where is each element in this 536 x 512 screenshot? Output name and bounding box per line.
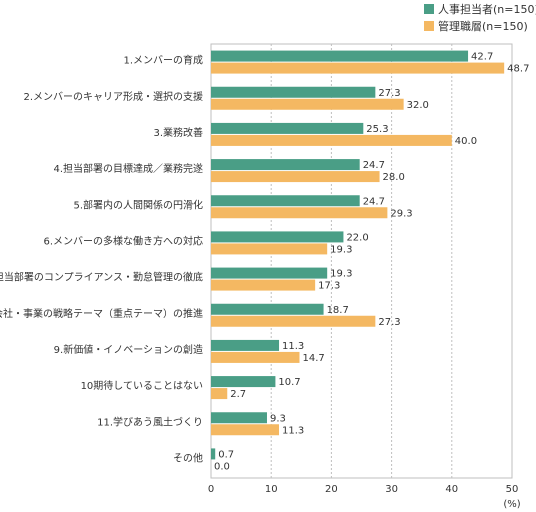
data-label: 11.3 — [282, 425, 304, 436]
bar-hr — [211, 412, 267, 424]
bar-manager — [211, 207, 388, 219]
bar-manager — [211, 351, 300, 363]
x-tick-label: 20 — [325, 484, 338, 495]
bar-manager — [211, 315, 376, 327]
data-label: 22.0 — [346, 232, 368, 243]
bar-hr — [211, 267, 328, 279]
bar-hr — [211, 339, 280, 351]
bar-hr — [211, 122, 364, 134]
bar-manager — [211, 243, 328, 255]
data-label: 27.3 — [378, 317, 400, 328]
data-label: 48.7 — [507, 64, 529, 75]
bar-hr — [211, 159, 360, 171]
x-axis-unit: (%) — [503, 499, 520, 510]
category-label: 2.メンバーのキャリア形成・選択の支援 — [23, 90, 203, 103]
data-label: 24.7 — [363, 196, 385, 207]
data-label: 27.3 — [378, 88, 400, 99]
category-label: 10期待していることはない — [81, 379, 203, 392]
data-label: 24.7 — [363, 160, 385, 171]
bar-manager — [211, 388, 228, 400]
bar-hr — [211, 195, 360, 207]
bar-manager — [211, 134, 452, 146]
data-label: 9.3 — [270, 413, 286, 424]
category-label: 4.担当部署の目標達成／業務完遂 — [53, 162, 203, 175]
data-label: 19.3 — [330, 244, 352, 255]
category-label: 3.業務改善 — [153, 126, 203, 139]
category-label: 11.学びあう風土づくり — [97, 415, 203, 428]
bar-manager — [211, 279, 316, 291]
x-tick-label: 30 — [385, 484, 398, 495]
data-label: 18.7 — [327, 305, 349, 316]
plot-frame — [210, 43, 513, 479]
category-label: 9.新価値・イノベーションの創造 — [54, 343, 203, 356]
bar-manager — [211, 62, 505, 74]
data-label: 29.3 — [390, 208, 412, 219]
data-label: 14.7 — [302, 353, 324, 364]
data-label: 25.3 — [366, 124, 388, 135]
data-label: 40.0 — [455, 136, 477, 147]
category-label: その他 — [173, 451, 203, 464]
data-label: 10.7 — [278, 377, 300, 388]
data-label: 0.0 — [214, 461, 230, 472]
data-label: 0.7 — [218, 449, 234, 460]
bar-manager — [211, 171, 380, 183]
data-label: 42.7 — [471, 52, 493, 63]
category-label: 8.会社・事業の戦略テーマ（重点テーマ）の推進 — [0, 307, 203, 320]
bar-hr — [211, 86, 376, 98]
legend-label: 人事担当者(n=150) — [438, 2, 536, 16]
data-label: 19.3 — [330, 269, 352, 280]
bar-hr — [211, 231, 344, 243]
bar-hr — [211, 50, 469, 62]
legend-swatch — [424, 21, 434, 31]
category-label: 6.メンバーの多様な働き方への対応 — [43, 234, 203, 247]
bar-manager — [211, 424, 280, 436]
bar-manager — [211, 98, 404, 110]
data-label: 28.0 — [383, 172, 405, 183]
x-tick-label: 0 — [208, 484, 214, 495]
category-label: 1.メンバーの育成 — [123, 54, 203, 67]
bar-hr — [211, 303, 324, 315]
legend-label: 管理職層(n=150) — [438, 19, 528, 33]
x-tick-label: 50 — [506, 484, 519, 495]
bar-hr — [211, 376, 276, 388]
data-label: 2.7 — [230, 389, 246, 400]
data-label: 32.0 — [407, 100, 429, 111]
category-label: 5.部署内の人間関係の円滑化 — [73, 198, 203, 211]
bar-hr — [211, 448, 216, 460]
data-label: 17.3 — [318, 281, 340, 292]
x-tick-label: 10 — [265, 484, 278, 495]
legend-swatch — [424, 4, 434, 14]
data-label: 11.3 — [282, 341, 304, 352]
category-label: 7.担当部署のコンプライアンス・勤怠管理の徹底 — [0, 271, 203, 284]
x-tick-label: 40 — [445, 484, 458, 495]
